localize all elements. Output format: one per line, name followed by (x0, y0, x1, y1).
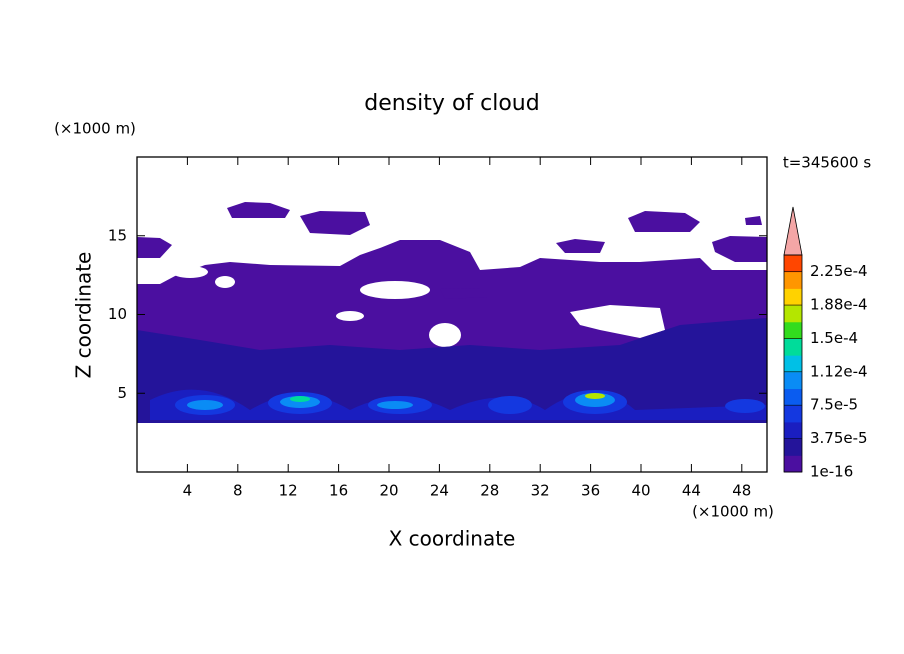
x-tick-label: 28 (480, 482, 499, 500)
y-unit: (×1000 m) (54, 120, 136, 138)
colorbar-band (784, 321, 802, 339)
x-tick-label: 48 (732, 482, 751, 500)
x-tick-label: 36 (581, 482, 600, 500)
x-unit: (×1000 m) (692, 503, 774, 521)
colorbar-band (784, 371, 802, 390)
colorbar-band (784, 438, 802, 456)
x-tick-label: 20 (379, 482, 398, 500)
colorbar-extension (783, 206, 803, 256)
colorbar-band (784, 388, 802, 406)
colorbar-band (784, 255, 802, 273)
chart-title: density of cloud (364, 91, 539, 116)
colorbar-band (784, 421, 802, 440)
x-tick-label: 16 (329, 482, 348, 500)
y-tick-label: 10 (108, 305, 127, 323)
colorbar-band (784, 338, 802, 356)
y-tick-label: 5 (117, 384, 127, 402)
y-axis-label: Z coordinate (72, 252, 96, 379)
colorbar-band (784, 405, 802, 423)
x-axis-label: X coordinate (389, 527, 516, 551)
time-annotation: t=345600 s (783, 154, 871, 172)
y-tick-label: 15 (108, 226, 127, 244)
colorbar-band (784, 355, 802, 373)
x-tick-label: 8 (233, 482, 243, 500)
colorbar-label: 3.75e-5 (810, 429, 868, 447)
colorbar-band (784, 288, 802, 306)
colorbar-band (784, 305, 802, 323)
colorbar-band (784, 455, 802, 473)
colorbar-label: 1.5e-4 (810, 329, 858, 347)
x-tick-label: 40 (631, 482, 650, 500)
x-tick-label: 24 (430, 482, 449, 500)
contour-field (137, 202, 767, 423)
colorbar-label: 1.88e-4 (810, 296, 868, 314)
x-tick-label: 12 (279, 482, 298, 500)
colorbar-label: 1e-16 (810, 463, 853, 481)
colorbar-label: 2.25e-4 (810, 262, 868, 280)
colorbar-label: 7.5e-5 (810, 396, 858, 414)
colorbar-label: 1.12e-4 (810, 362, 868, 380)
x-tick-label: 4 (183, 482, 193, 500)
x-tick-label: 32 (531, 482, 550, 500)
colorbar-band (784, 271, 802, 289)
x-tick-label: 44 (682, 482, 701, 500)
